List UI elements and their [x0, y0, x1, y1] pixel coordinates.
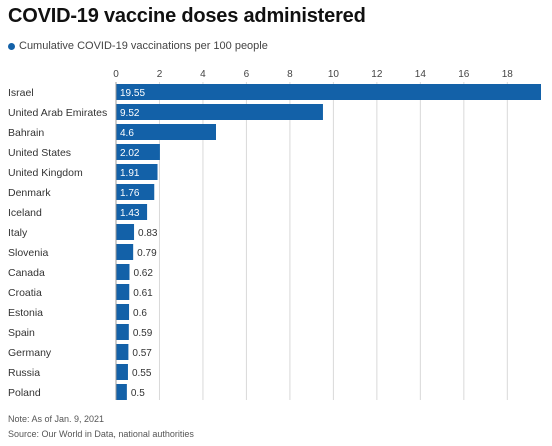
bar	[116, 244, 134, 260]
category-label: Croatia	[8, 287, 42, 299]
category-label: United States	[8, 147, 71, 159]
bar	[116, 204, 148, 220]
data-label: 2.02	[120, 148, 140, 159]
bar	[116, 184, 155, 200]
category-label: Spain	[8, 327, 35, 339]
data-label: 0.59	[133, 328, 153, 339]
chart-title: COVID-19 vaccine doses administered	[8, 5, 366, 27]
bar	[116, 164, 158, 180]
category-label: Bahrain	[8, 127, 44, 139]
bar	[116, 84, 541, 100]
category-label: Israel	[8, 87, 34, 99]
bar	[116, 304, 130, 320]
data-label: 9.52	[120, 108, 140, 119]
bar	[116, 364, 128, 380]
x-tick-label: 6	[244, 69, 250, 80]
x-tick-label: 2	[157, 69, 163, 80]
x-tick-label: 18	[502, 69, 514, 80]
bar	[116, 324, 129, 340]
data-label: 1.91	[120, 168, 140, 179]
data-label: 4.6	[120, 128, 134, 139]
legend-swatch	[8, 42, 15, 50]
category-label: Canada	[8, 267, 45, 279]
bar	[116, 384, 127, 400]
data-label: 0.6	[133, 308, 147, 319]
category-label: Iceland	[8, 207, 42, 219]
bar	[116, 264, 130, 280]
x-tick-label: 0	[113, 69, 119, 80]
category-label: Estonia	[8, 307, 43, 319]
x-tick-label: 16	[458, 69, 470, 80]
bar	[116, 104, 323, 120]
data-label: 0.5	[131, 388, 145, 399]
data-label: 0.79	[137, 248, 157, 259]
category-label: Italy	[8, 227, 28, 239]
category-label: Russia	[8, 367, 40, 379]
category-label: Denmark	[8, 187, 51, 199]
x-tick-label: 4	[200, 69, 206, 80]
data-label: 0.62	[133, 268, 153, 279]
data-label: 1.76	[120, 188, 140, 199]
bar	[116, 344, 129, 360]
bar	[116, 144, 160, 160]
data-label: 0.83	[138, 228, 158, 239]
bar	[116, 124, 216, 140]
x-tick-label: 14	[415, 69, 427, 80]
source-text: Source: Our World in Data, national auth…	[8, 429, 194, 439]
data-label: 19.55	[120, 88, 145, 99]
data-label: 0.57	[132, 348, 152, 359]
category-label: United Kingdom	[8, 167, 83, 179]
category-label: Slovenia	[8, 247, 48, 259]
category-label: Germany	[8, 347, 52, 359]
data-label: 1.43	[120, 208, 140, 219]
data-label: 0.61	[133, 288, 153, 299]
x-tick-label: 10	[328, 69, 340, 80]
data-label: 0.55	[132, 368, 152, 379]
legend: Cumulative COVID-19 vaccinations per 100…	[8, 40, 268, 52]
legend-label: Cumulative COVID-19 vaccinations per 100…	[19, 40, 268, 52]
category-label: United Arab Emirates	[8, 107, 107, 119]
bar-chart: 0 2 4 6 8 10 12 14 16 18 Israel 19.55 United Arab Em…	[8, 69, 541, 400]
x-tick-label: 12	[371, 69, 383, 80]
bar	[116, 224, 135, 240]
note-text: Note: As of Jan. 9, 2021	[8, 414, 105, 424]
bar	[116, 284, 130, 300]
x-tick-label: 8	[287, 69, 293, 80]
category-label: Poland	[8, 387, 41, 399]
